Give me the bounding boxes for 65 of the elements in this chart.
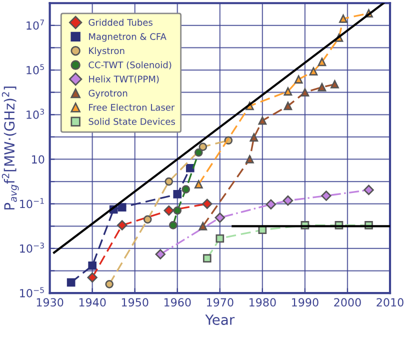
point	[194, 148, 203, 157]
legend-label: Gyrotron	[88, 90, 128, 98]
legend-label: Solid State Devices	[88, 118, 175, 125]
x-axis-title: Year	[205, 314, 235, 325]
point	[294, 75, 303, 84]
point	[66, 278, 76, 287]
legend-label: Helix TWT(PPM)	[89, 75, 159, 84]
x-tick-label: 1990	[292, 298, 318, 307]
legend-label: Free Electron Laser	[89, 104, 175, 111]
y-tick-label: 10$^{−3}$	[20, 242, 44, 253]
point	[284, 87, 292, 96]
point	[216, 234, 224, 243]
point	[155, 249, 166, 260]
point	[202, 198, 212, 209]
legend-label: Klystron	[89, 47, 124, 56]
point	[168, 221, 178, 230]
y-tick-label: 10$^{3}$	[26, 108, 44, 119]
x-tick-label: 1930	[36, 298, 64, 307]
point	[250, 133, 258, 142]
point	[246, 155, 254, 164]
point	[116, 220, 128, 230]
x-tick-label: 1980	[250, 298, 276, 307]
point	[182, 185, 190, 194]
legend-label: CC-TWT (Solenoid)	[88, 61, 172, 70]
point	[214, 212, 226, 223]
point	[194, 180, 203, 188]
point	[173, 206, 182, 215]
point	[105, 280, 114, 288]
point	[282, 195, 294, 206]
x-tick-label: 1950	[122, 298, 148, 307]
y-axis-title: P$_{avg}$f$^{2}$[MW·(GHz)$^{2}$]	[2, 86, 19, 210]
point	[258, 116, 267, 125]
point	[330, 80, 339, 88]
y-tick-label: 10$^{−1}$	[20, 198, 44, 208]
point	[198, 142, 208, 151]
point	[339, 14, 348, 23]
point	[318, 58, 326, 66]
x-tick-label: 2010	[376, 298, 404, 307]
point	[198, 222, 208, 230]
point	[321, 190, 332, 201]
y-tick-label: 10$^{7}$	[26, 20, 44, 30]
point	[186, 164, 194, 172]
legend-label: Magnetron & CFA	[89, 33, 166, 42]
x-tick-label: 1960	[164, 298, 191, 307]
point	[364, 184, 374, 196]
point	[266, 199, 276, 210]
point	[143, 215, 152, 224]
x-tick-label: 1940	[79, 298, 106, 307]
point	[300, 88, 310, 96]
x-tick-label: 2000	[334, 298, 361, 307]
point	[173, 190, 182, 198]
point	[88, 261, 97, 270]
legend-label: Gridded Tubes	[88, 18, 152, 26]
point	[164, 177, 174, 186]
point	[318, 83, 326, 92]
y-tick-label: 10$^{−5}$	[20, 287, 44, 298]
point	[164, 205, 174, 216]
y-tick-label: 10$^{5}$	[26, 64, 44, 74]
point	[202, 254, 212, 263]
point	[284, 102, 292, 110]
y-tick-label: 10	[32, 155, 44, 164]
point	[118, 203, 126, 212]
point	[87, 272, 98, 283]
point	[309, 67, 318, 76]
x-tick-label: 1970	[206, 298, 234, 307]
